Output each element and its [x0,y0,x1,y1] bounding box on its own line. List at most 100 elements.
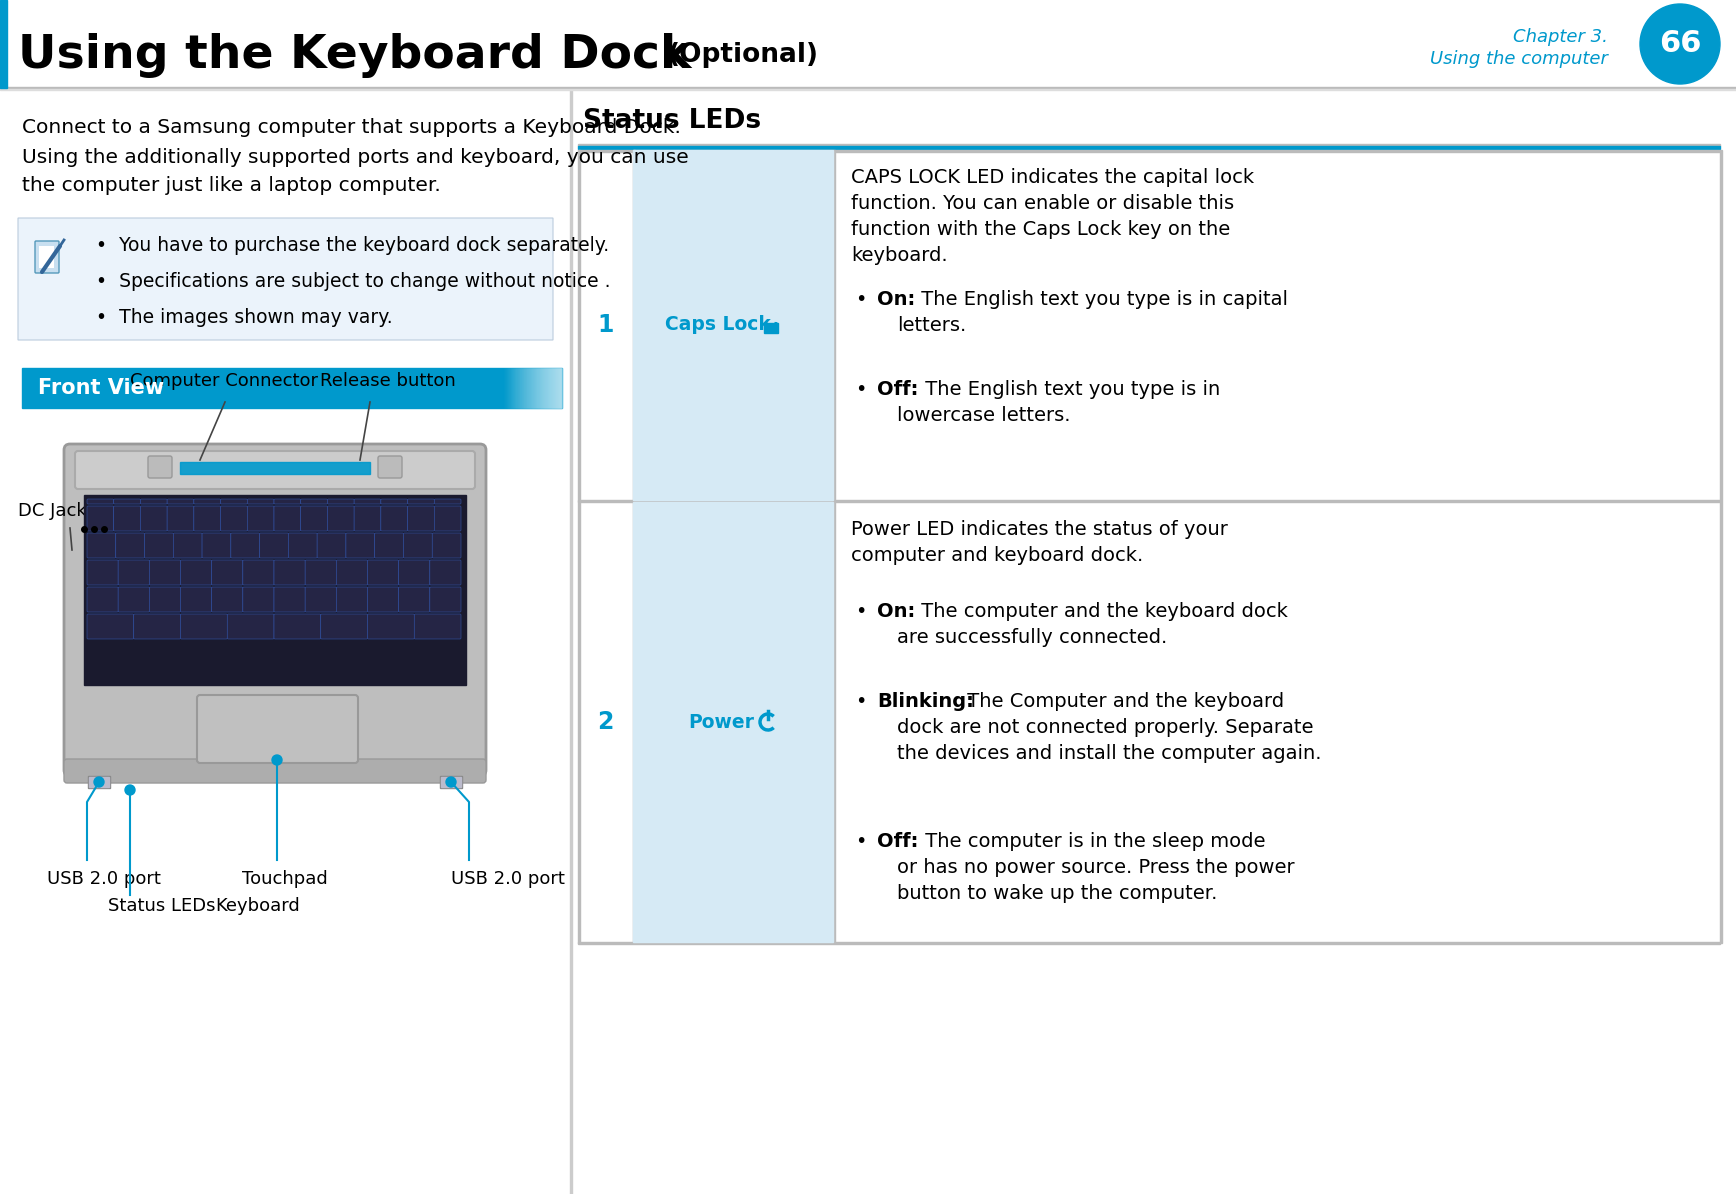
FancyBboxPatch shape [231,533,260,558]
Text: are successfully connected.: are successfully connected. [898,628,1167,647]
FancyBboxPatch shape [181,587,212,613]
FancyBboxPatch shape [306,587,337,613]
Text: •  The images shown may vary.: • The images shown may vary. [95,308,392,327]
Text: the computer just like a laptop computer.: the computer just like a laptop computer… [23,176,441,195]
FancyBboxPatch shape [274,506,300,531]
Text: computer and keyboard dock.: computer and keyboard dock. [851,546,1144,565]
FancyBboxPatch shape [408,499,434,504]
FancyBboxPatch shape [274,499,300,504]
FancyBboxPatch shape [64,444,486,776]
FancyBboxPatch shape [399,587,431,613]
FancyBboxPatch shape [318,533,345,558]
FancyBboxPatch shape [144,533,174,558]
Circle shape [125,784,135,795]
FancyBboxPatch shape [375,533,403,558]
FancyBboxPatch shape [220,506,247,531]
Bar [83,496,465,685]
Text: lowercase letters.: lowercase letters. [898,406,1071,425]
Bar [23,368,562,408]
Text: DC Jack: DC Jack [17,501,87,521]
Text: Computer Connector: Computer Connector [130,373,318,390]
FancyBboxPatch shape [274,587,306,613]
FancyBboxPatch shape [415,614,462,639]
FancyBboxPatch shape [432,533,462,558]
Text: Chapter 3.: Chapter 3. [1514,27,1608,47]
FancyBboxPatch shape [35,241,59,273]
Text: USB 2.0 port: USB 2.0 port [47,870,161,888]
FancyBboxPatch shape [368,587,399,613]
Text: or has no power source. Press the power: or has no power source. Press the power [898,858,1295,878]
FancyBboxPatch shape [380,499,408,504]
Bar [578,146,1720,149]
FancyBboxPatch shape [220,499,247,504]
FancyBboxPatch shape [17,219,554,340]
FancyBboxPatch shape [196,695,358,763]
FancyBboxPatch shape [306,560,337,585]
Text: Off:: Off: [877,832,918,851]
FancyBboxPatch shape [118,560,149,585]
Bar [578,144,1720,146]
Text: Using the additionally supported ports and keyboard, you can use: Using the additionally supported ports a… [23,148,689,167]
Text: USB 2.0 port: USB 2.0 port [451,870,564,888]
FancyBboxPatch shape [87,506,115,531]
FancyBboxPatch shape [181,614,227,639]
FancyBboxPatch shape [194,499,220,504]
FancyBboxPatch shape [87,614,134,639]
FancyBboxPatch shape [201,533,231,558]
FancyBboxPatch shape [149,587,181,613]
FancyBboxPatch shape [116,533,144,558]
FancyBboxPatch shape [337,560,368,585]
Text: the devices and install the computer again.: the devices and install the computer aga… [898,744,1321,763]
Text: 1: 1 [597,313,615,337]
FancyBboxPatch shape [300,499,328,504]
FancyBboxPatch shape [354,506,380,531]
Text: keyboard.: keyboard. [851,246,948,265]
Text: On:: On: [877,290,915,309]
Text: Blinking:: Blinking: [877,693,974,710]
FancyBboxPatch shape [181,560,212,585]
FancyBboxPatch shape [434,499,462,504]
Bar [89,777,109,787]
FancyBboxPatch shape [148,456,172,478]
FancyBboxPatch shape [378,456,403,478]
FancyBboxPatch shape [368,614,415,639]
Text: Using the Keyboard Dock: Using the Keyboard Dock [17,32,691,78]
FancyBboxPatch shape [134,614,181,639]
Bar [441,777,462,787]
FancyBboxPatch shape [174,533,201,558]
FancyBboxPatch shape [380,506,408,531]
FancyBboxPatch shape [328,499,354,504]
FancyBboxPatch shape [141,506,167,531]
FancyBboxPatch shape [212,587,243,613]
FancyBboxPatch shape [194,506,220,531]
Text: dock are not connected properly. Separate: dock are not connected properly. Separat… [898,718,1314,737]
Text: Power: Power [687,713,753,732]
Circle shape [446,777,457,787]
Text: The Computer and the keyboard: The Computer and the keyboard [962,693,1285,710]
Text: •: • [856,693,866,710]
Text: The English text you type is in: The English text you type is in [918,380,1220,399]
Text: Front View: Front View [38,378,165,398]
Text: (Optional): (Optional) [668,42,819,68]
FancyBboxPatch shape [434,506,462,531]
FancyBboxPatch shape [288,533,318,558]
FancyBboxPatch shape [149,560,181,585]
Text: function with the Caps Lock key on the: function with the Caps Lock key on the [851,220,1231,239]
FancyBboxPatch shape [115,506,141,531]
Text: •  You have to purchase the keyboard dock separately.: • You have to purchase the keyboard dock… [95,236,609,256]
Circle shape [1641,4,1720,84]
FancyBboxPatch shape [403,533,432,558]
FancyBboxPatch shape [38,246,54,267]
Text: Caps Lock: Caps Lock [665,315,771,334]
Text: •: • [856,290,866,309]
Text: The English text you type is in capital: The English text you type is in capital [915,290,1288,309]
FancyBboxPatch shape [167,499,194,504]
Bar [764,324,778,333]
FancyBboxPatch shape [247,506,274,531]
FancyBboxPatch shape [321,614,368,639]
Bar [578,942,1720,944]
Text: •: • [856,602,866,621]
Text: Status LEDs: Status LEDs [108,897,215,915]
FancyBboxPatch shape [87,533,116,558]
FancyBboxPatch shape [300,506,328,531]
